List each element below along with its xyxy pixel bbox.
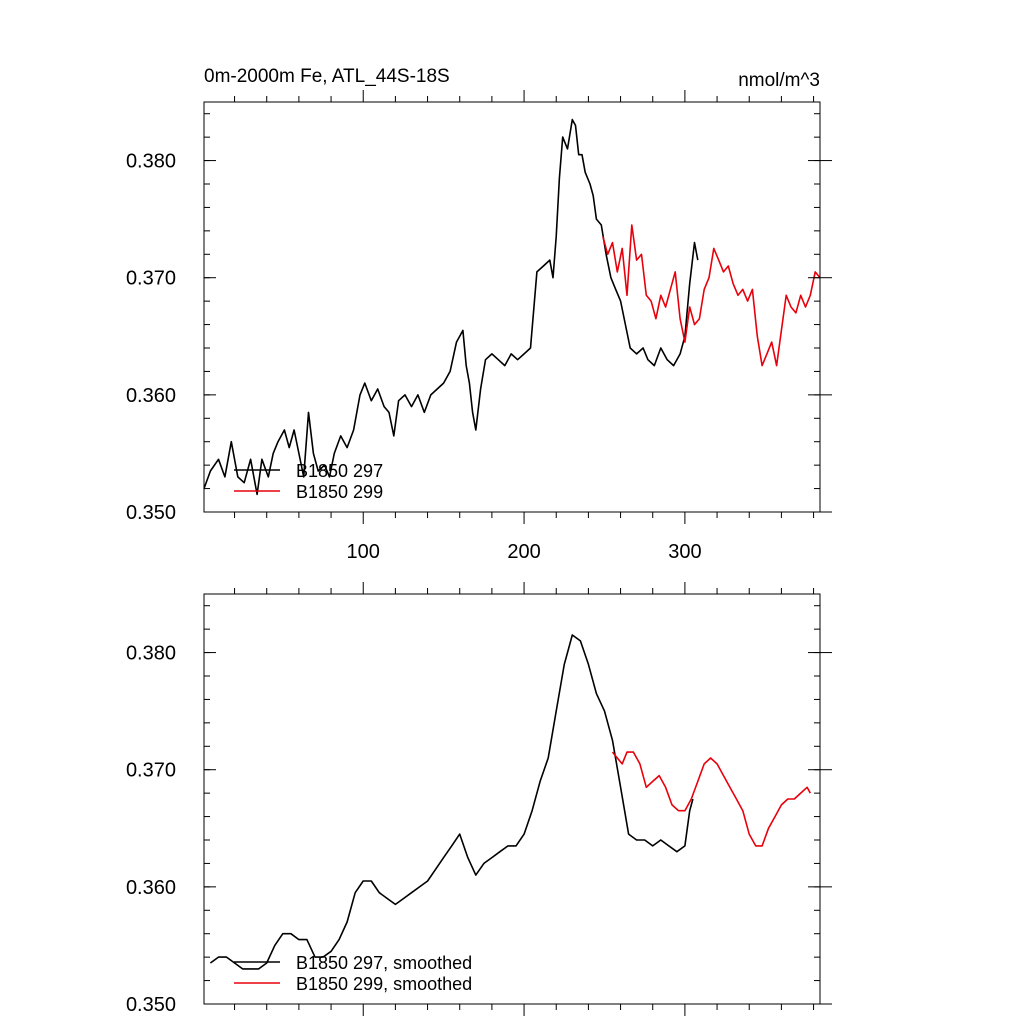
bottom-panel: 0.350 0.360 0.370 0.380 B1850 297, smoothed…: [126, 582, 832, 1016]
x-tick-label: 300: [668, 541, 701, 563]
legend-label-2: B1850 299, smoothed: [296, 974, 472, 994]
y-tick-label: 0.350: [126, 502, 176, 524]
series-line-2: [602, 224, 821, 367]
top-panel-marks: [203, 118, 821, 496]
series-line-1: [203, 118, 699, 496]
chart-title: 0m-2000m Fe, ATL_44S-18S: [204, 66, 450, 87]
y-tick-label: 0.350: [126, 994, 176, 1016]
y-tick-label: 0.360: [126, 385, 176, 407]
series-line-2: [611, 751, 812, 847]
legend-label-1: B1850 297, smoothed: [296, 953, 472, 973]
y-tick-label: 0.380: [126, 643, 176, 665]
y-tick-label: 0.370: [126, 760, 176, 782]
top-panel-frame: [203, 101, 821, 513]
top-panel: 0m-2000m Fe, ATL_44S-18S nmol/m^3 0.3500…: [126, 66, 832, 563]
units-label: nmol/m^3: [738, 70, 820, 91]
bottom-panel-ticks: 0.350 0.360 0.370 0.380: [126, 582, 832, 1016]
y-tick-label: 0.370: [126, 268, 176, 290]
bottom-panel-marks: [209, 634, 812, 970]
y-tick-label: 0.380: [126, 151, 176, 173]
bottom-panel-frame: [203, 593, 821, 1005]
legend-label-2: B1850 299: [296, 482, 383, 502]
legend-label-1: B1850 297: [296, 461, 383, 481]
y-tick-label: 0.360: [126, 877, 176, 899]
x-tick-label: 100: [347, 541, 380, 563]
series-line-1: [209, 634, 694, 970]
x-tick-label: 200: [507, 541, 540, 563]
top-panel-ticks: 0.350 0.360 0.370 0.380 100 200 300: [126, 90, 832, 563]
